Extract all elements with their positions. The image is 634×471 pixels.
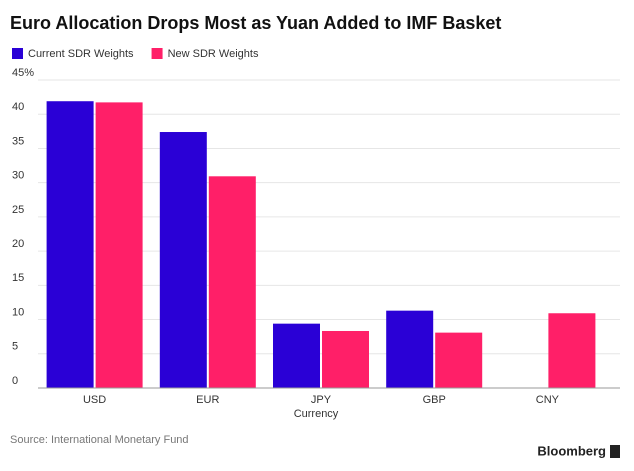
bar [273, 323, 320, 388]
bar [159, 132, 207, 388]
legend-swatch [12, 48, 23, 59]
legend-label: Current SDR Weights [28, 48, 134, 60]
bar [548, 313, 596, 388]
y-tick-label: 45% [12, 67, 34, 79]
y-tick-label: 10 [12, 306, 24, 318]
legend-swatch [151, 48, 163, 59]
x-tick-label: JPY [311, 394, 332, 406]
bar [386, 310, 434, 388]
bar [435, 332, 483, 388]
x-tick-label: EUR [196, 394, 219, 406]
y-tick-label: 20 [12, 238, 24, 250]
x-axis-label: Currency [294, 408, 339, 420]
y-tick-label: 35 [12, 135, 24, 147]
y-tick-label: 0 [12, 375, 18, 387]
x-tick-label: USD [83, 394, 106, 406]
x-tick-label: CNY [536, 394, 560, 406]
bar [46, 101, 94, 389]
y-tick-label: 30 [12, 170, 24, 182]
x-tick-label: GBP [423, 394, 446, 406]
bar [322, 330, 369, 388]
y-tick-label: 5 [12, 341, 18, 353]
bar [208, 176, 256, 388]
legend-label: New SDR Weights [168, 48, 259, 60]
chart-title: Euro Allocation Drops Most as Yuan Added… [10, 13, 501, 33]
brand-logo [610, 445, 620, 458]
bar [95, 102, 143, 388]
brand: Bloomberg [537, 443, 606, 458]
source: Source: International Monetary Fund [10, 434, 189, 446]
y-tick-label: 15 [12, 272, 24, 284]
y-tick-label: 40 [12, 101, 24, 113]
y-tick-label: 25 [12, 204, 24, 216]
